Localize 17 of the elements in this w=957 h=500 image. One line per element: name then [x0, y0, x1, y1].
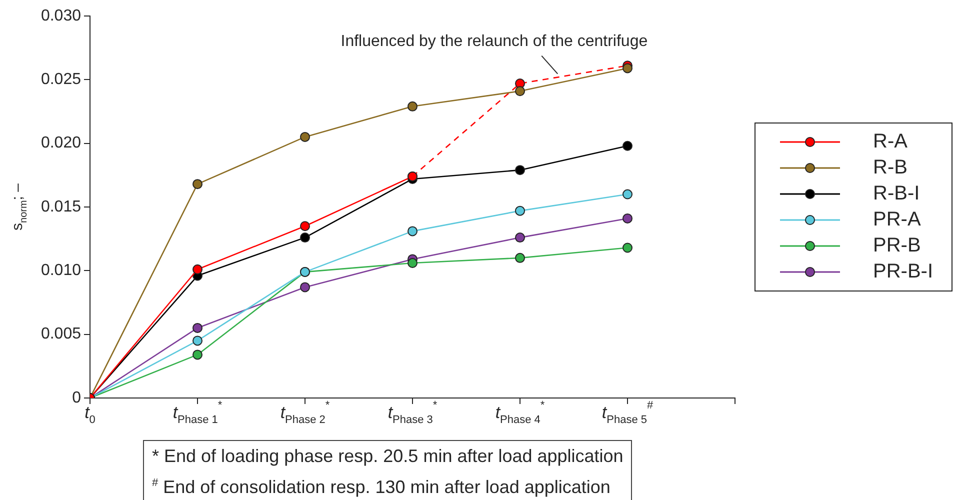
y-tick-label: 0.015: [40, 198, 82, 216]
y-tick-label: 0: [72, 389, 82, 406]
y-tick-label: 0.030: [40, 7, 82, 24]
legend-label: R-B: [873, 156, 908, 179]
text: * End of loading phase resp. 20.5 min after load application: [152, 446, 624, 466]
legend-label: PR-B-I: [873, 260, 933, 283]
y-tick-label: 0.005: [40, 326, 82, 343]
legend-label: R-A: [873, 130, 908, 153]
legend-label: PR-B: [873, 234, 921, 257]
y-tick-label: 0.010: [40, 262, 82, 280]
legend-label: R-B-I: [873, 182, 920, 205]
legend-label: PR-A: [873, 208, 922, 231]
y-tick-label: 0.025: [40, 71, 82, 88]
y-tick-label: 0.020: [40, 134, 82, 152]
text: $^{#}$ End of consolidation resp. 130 min after load application: [152, 477, 610, 497]
annotation: Influenced by the relaunch of the centrifuge: [340, 32, 648, 50]
y-axis-title: snorm; –: [9, 182, 30, 230]
